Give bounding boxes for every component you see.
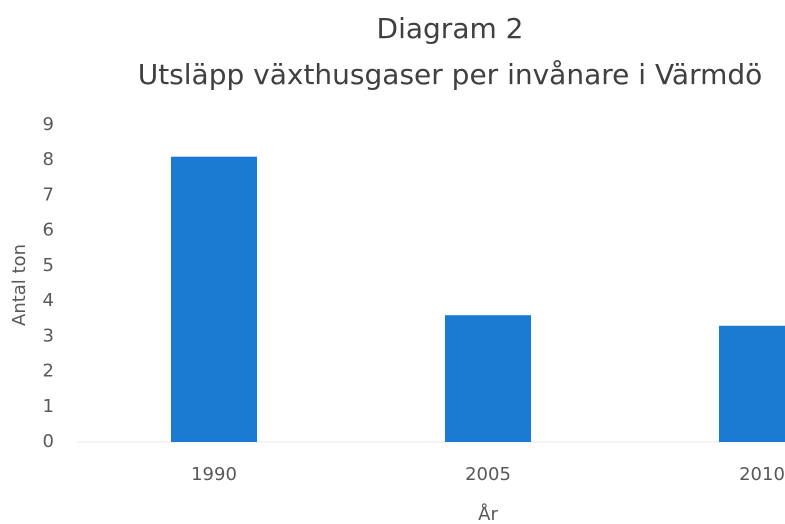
bar [718,325,785,442]
x-axis-label: År [478,503,498,524]
y-tick-label: 3 [43,325,54,346]
y-tick-label: 9 [43,114,54,135]
x-tick-label: 2005 [465,464,511,485]
bar [444,315,532,442]
chart-subtitle: Utsläpp växthusgaser per invånare i Värm… [138,58,763,91]
y-tick-label: 2 [43,361,54,382]
bar [170,156,258,442]
x-tick-label: 2010 [739,464,785,485]
y-tick-label: 8 [43,149,54,170]
y-tick-label: 5 [43,255,54,276]
y-tick-label: 6 [43,220,54,241]
y-tick-label: 7 [43,184,54,205]
x-tick-label: 1990 [191,464,237,485]
chart-title: Diagram 2 [377,12,524,45]
y-axis-label: Antal ton [9,244,30,326]
y-tick-label: 4 [43,290,54,311]
y-tick-label: 1 [43,396,54,417]
y-tick-label: 0 [43,431,54,452]
